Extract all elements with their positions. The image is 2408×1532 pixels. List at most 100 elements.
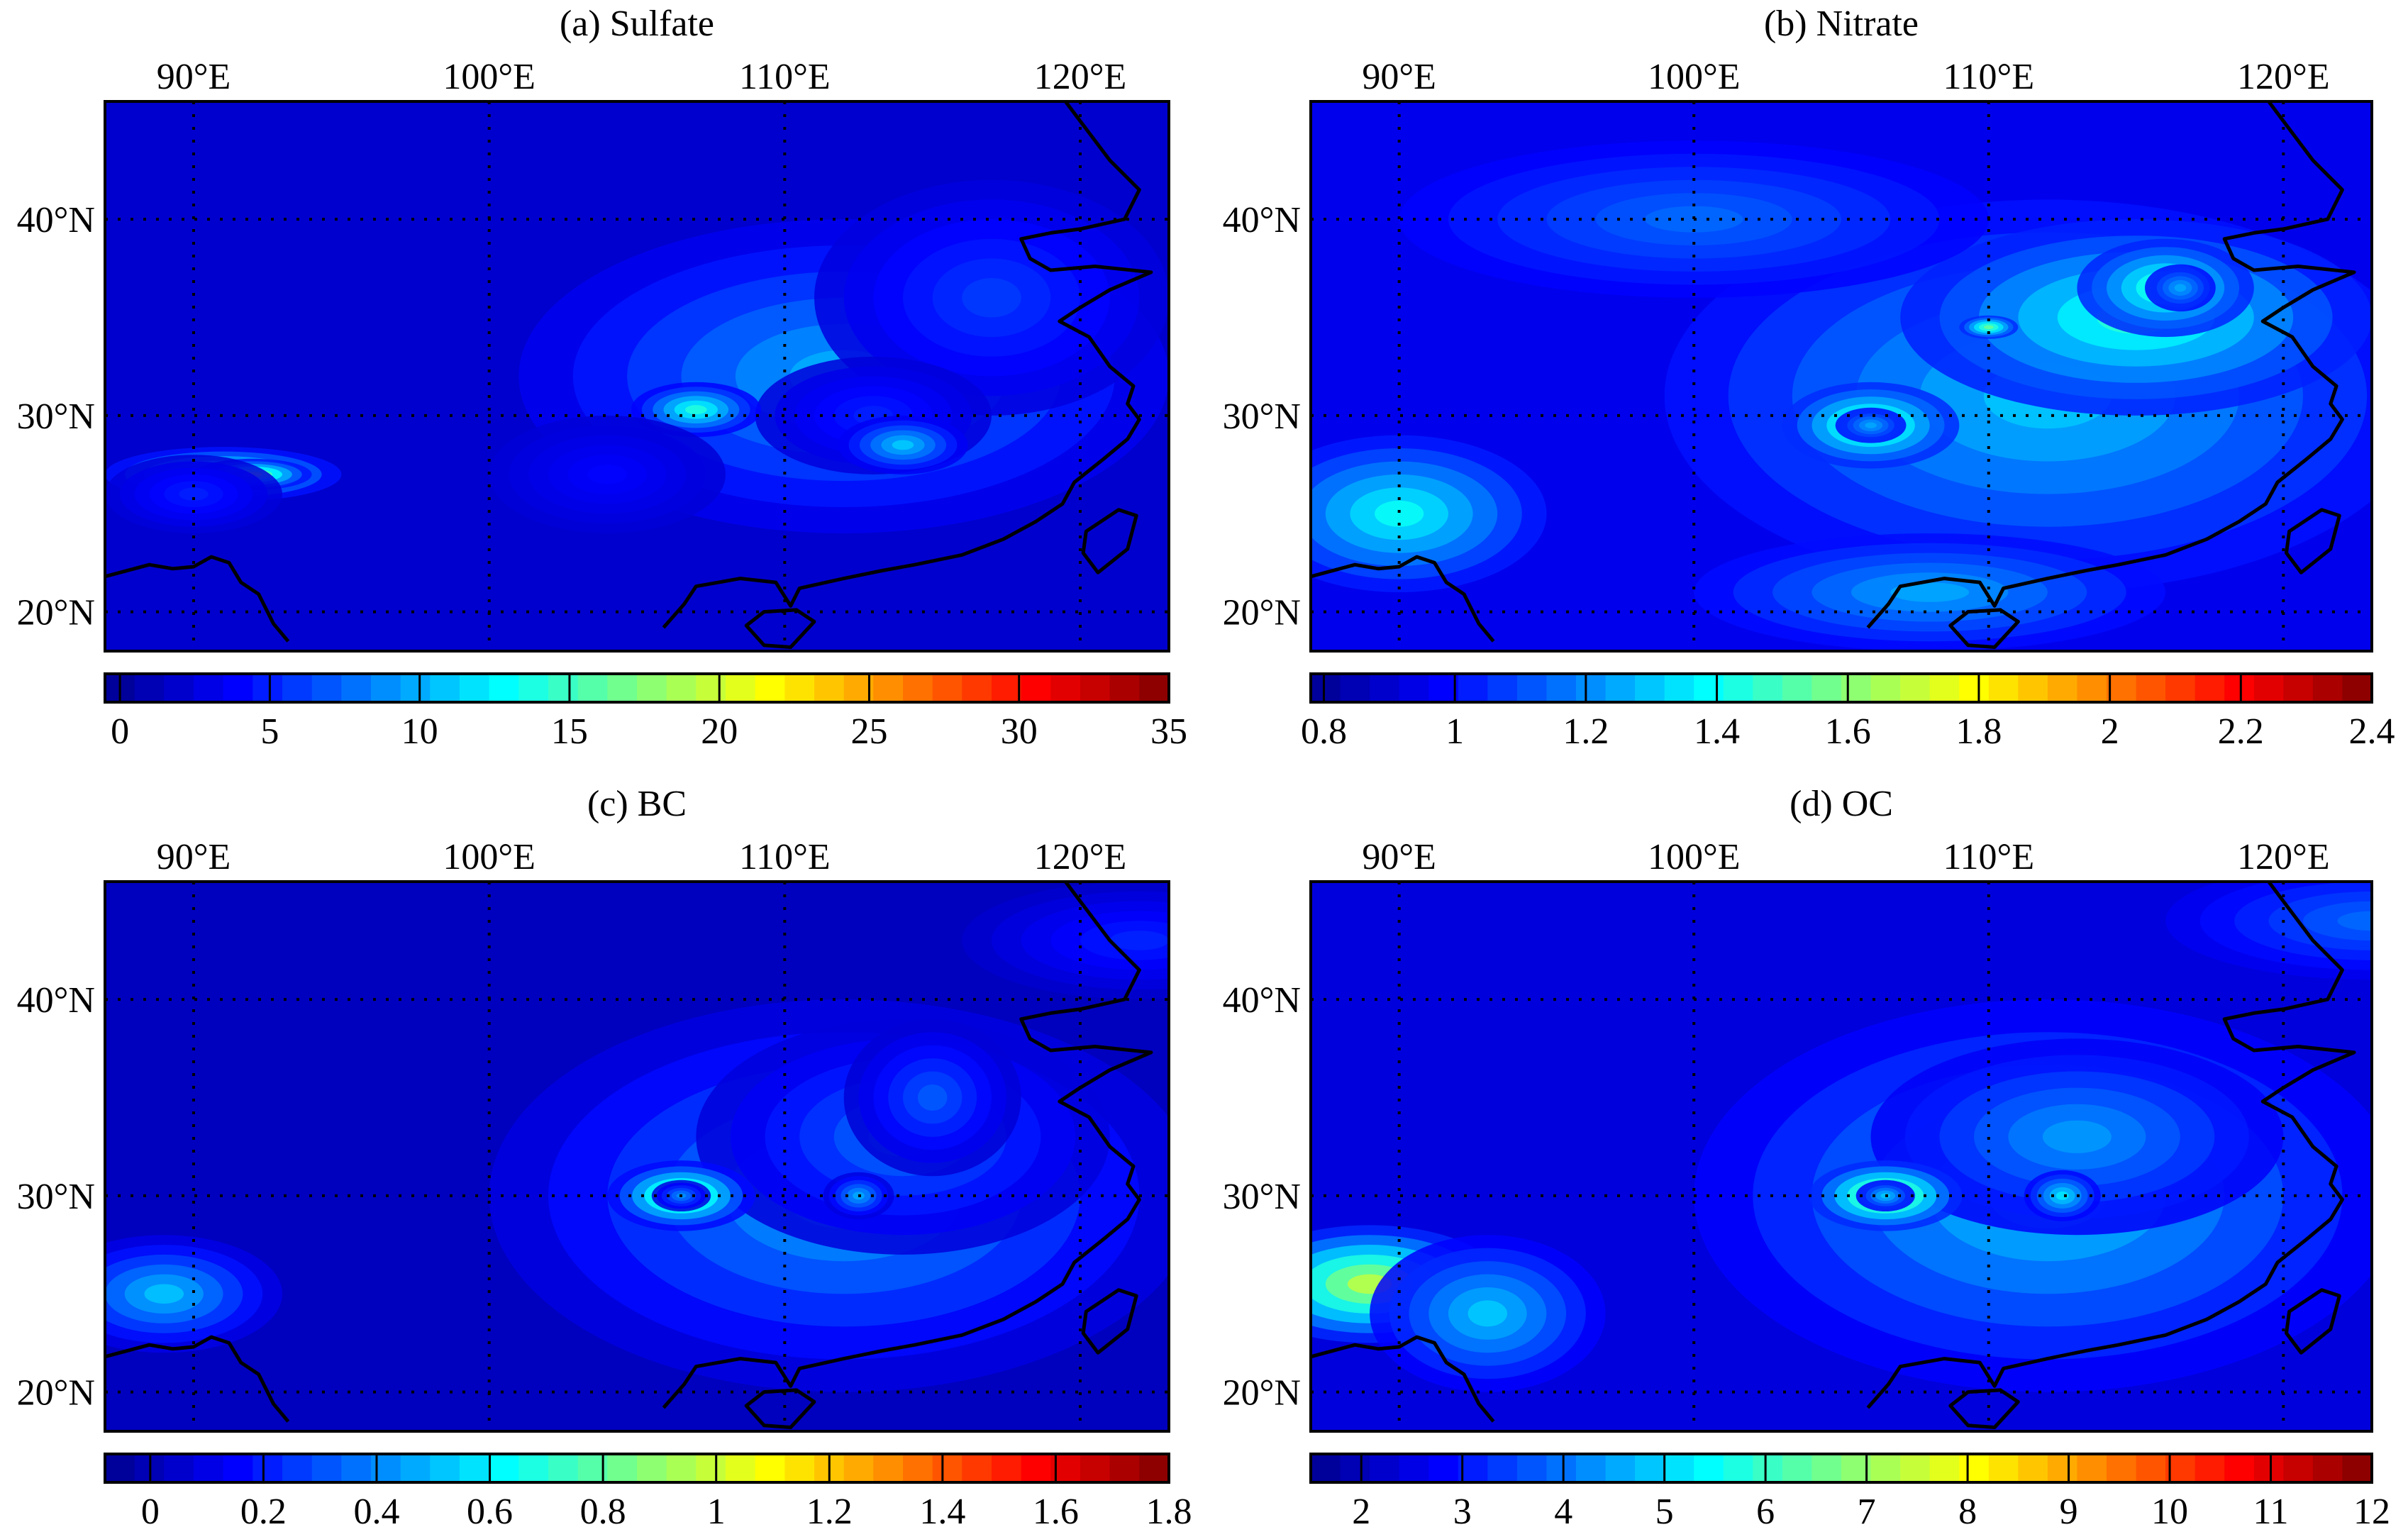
lon-tick-label: 110°E (1943, 57, 2034, 97)
colorbar-level (1959, 674, 1990, 702)
colorbar-level (666, 1454, 697, 1482)
colorbar-level (1458, 674, 1488, 702)
taiwan-coastline (2285, 508, 2341, 574)
colorbar-level (1021, 1454, 1051, 1482)
colorbar-tick-label: 10 (401, 711, 438, 752)
colorbar-level (1753, 674, 1783, 702)
colorbar-level (1870, 1454, 1901, 1482)
colorbar-level (1340, 1454, 1370, 1482)
colorbar-level (1311, 674, 1341, 702)
colorbar-level (755, 674, 785, 702)
colorbar-tick-label: 2 (1352, 1492, 1370, 1532)
colorbar-level (548, 1454, 579, 1482)
concentration-contour (144, 1284, 184, 1304)
map-axes: 90°E 100°E 110°E 120°E 20°N 30°N 40°N (1223, 837, 2373, 1433)
concentration-field (1311, 101, 2372, 651)
colorbar-level (843, 1454, 874, 1482)
colorbar-level (962, 674, 992, 702)
colorbar-level (1050, 674, 1081, 702)
colorbar-level (1139, 674, 1170, 702)
colorbar-level (726, 1454, 756, 1482)
colorbar: 0 5 10 15 20 25 30 35 (104, 672, 1187, 752)
coastline (1866, 882, 2356, 1409)
colorbar-tick-label: 0.2 (240, 1492, 287, 1532)
colorbar-tick-label: 2.4 (2349, 711, 2395, 752)
colorbar-level (932, 674, 962, 702)
colorbar-level (400, 1454, 431, 1482)
colorbar-tick-label: 2.2 (2218, 711, 2264, 752)
colorbar-level (1139, 1454, 1170, 1482)
hainan-coastline (744, 1388, 816, 1429)
colorbar-level (726, 674, 756, 702)
colorbar-tick-label: 0.4 (353, 1492, 399, 1532)
concentration-contour (1865, 422, 1877, 428)
colorbar-level (1487, 674, 1518, 702)
lon-tick-label: 90°E (1362, 57, 1436, 97)
lon-tick-label: 90°E (157, 57, 231, 97)
colorbar-level (814, 674, 845, 702)
map-frame (104, 880, 1170, 1433)
colorbar-level (489, 674, 519, 702)
colorbar: 2 3 4 5 6 7 8 9 10 11 12 (1309, 1453, 2390, 1532)
lon-tick-label: 100°E (1648, 837, 1741, 877)
colorbar-level (1399, 674, 1429, 702)
colorbar-level (1428, 674, 1459, 702)
lon-tick-label: 110°E (739, 57, 831, 97)
colorbar-level (223, 674, 253, 702)
colorbar-tick-label: 8 (1958, 1492, 1977, 1532)
lat-tick-label: 20°N (17, 593, 95, 633)
colorbar-level (311, 1454, 342, 1482)
concentration-contour (1109, 931, 1169, 950)
hainan-coastline (1948, 608, 2020, 649)
concentration-contour (2337, 911, 2372, 931)
colorbar-level (548, 674, 579, 702)
lon-tick-label: 120°E (1034, 57, 1127, 97)
border-line (105, 1335, 290, 1423)
colorbar-level (105, 1454, 135, 1482)
colorbar-tick-label: 0.6 (467, 1492, 513, 1532)
colorbar-tick-label: 0.8 (1301, 711, 1347, 752)
colorbar-level (1753, 1454, 1783, 1482)
colorbar-level (1605, 674, 1636, 702)
concentration-contour (2042, 1120, 2112, 1153)
concentration-contour (1467, 1300, 1507, 1327)
panel-bc: (c) BC 90°E 100°E 110°E 120°E 20°N 30°N 40°N 0… (17, 784, 1192, 1532)
colorbar-tick-label: 2 (2101, 711, 2119, 752)
colorbar-tick-label: 9 (2060, 1492, 2078, 1532)
colorbar-level (430, 1454, 460, 1482)
lat-tick-label: 30°N (17, 396, 95, 437)
colorbar-tick-label: 1.8 (1146, 1492, 1192, 1532)
colorbar-level (992, 674, 1022, 702)
panel-title: (a) Sulfate (560, 4, 714, 44)
colorbar-level (1929, 674, 1960, 702)
colorbar-level (2312, 674, 2343, 702)
border-line (1311, 555, 1495, 643)
colorbar-level (282, 674, 313, 702)
lat-tick-label: 20°N (17, 1373, 95, 1414)
colorbar-level (2107, 674, 2137, 702)
colorbar-level (2136, 1454, 2166, 1482)
colorbar-tick-label: 0.8 (580, 1492, 626, 1532)
concentration-field (105, 101, 1169, 651)
colorbar: 0 0.2 0.4 0.6 0.8 1 1.2 1.4 1.6 1.8 (104, 1453, 1192, 1532)
colorbar-tick-label: 5 (260, 711, 279, 752)
concentration-contour (2055, 1191, 2069, 1200)
colorbar-level (1399, 1454, 1429, 1482)
colorbar-tick-label: 20 (701, 711, 738, 752)
colorbar-level (1900, 674, 1931, 702)
lat-tick-label: 40°N (17, 200, 95, 240)
colorbar-level (1370, 1454, 1400, 1482)
lon-tick-label: 100°E (443, 837, 536, 877)
lon-tick-label: 120°E (2237, 837, 2330, 877)
colorbar-tick-label: 1.6 (1825, 711, 1871, 752)
colorbar-level (2018, 674, 2048, 702)
colorbar-level (992, 1454, 1022, 1482)
colorbar-level (2165, 674, 2196, 702)
map-frame (104, 100, 1170, 653)
colorbar-level (460, 674, 490, 702)
colorbar-level (2253, 1454, 2284, 1482)
colorbar-level (1664, 674, 1694, 702)
colorbar-level (607, 674, 638, 702)
concentration-field (105, 882, 1169, 1431)
colorbar-level (1811, 674, 1842, 702)
